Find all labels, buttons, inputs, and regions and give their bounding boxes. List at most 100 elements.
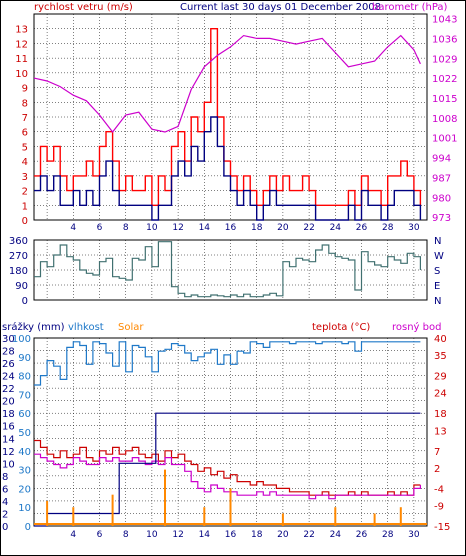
temperature-tick-label: 24: [434, 389, 447, 400]
day-tick-label: 4: [70, 530, 76, 540]
rain-tick-label: 30: [2, 334, 15, 345]
day-tick-label: 4: [70, 223, 76, 233]
wind-speed-tick-label: 4: [22, 157, 28, 168]
rain-tick-label: 2: [2, 509, 8, 520]
rain-axis-title: srážky (mm): [2, 321, 65, 333]
rain-tick-label: 24: [2, 372, 15, 383]
rain-tick-label: 0: [2, 522, 8, 533]
pressure-axis-title: barometr (hPa): [372, 2, 448, 13]
day-tick-label: 24: [330, 223, 342, 233]
pressure-tick-label: 1001: [432, 134, 457, 145]
wind-speed-tick-label: 8: [22, 98, 28, 109]
wind-speed-tick-label: 12: [15, 39, 28, 50]
wind-speed-tick-label: 0: [22, 216, 28, 227]
teplota-line: [34, 439, 421, 496]
temperature-tick-label: 29: [434, 372, 447, 383]
day-tick-label: 22: [303, 530, 314, 540]
day-tick-label: 6: [97, 223, 103, 233]
rychlost-vetru-pr-m-r--line: [34, 116, 422, 221]
temperature-tick-label: 18: [434, 409, 447, 420]
chart-title: Current last 30 days 01 December 2008: [180, 2, 381, 13]
day-tick-label: 28: [382, 223, 394, 233]
humidity-tick-label: 0: [25, 522, 31, 533]
humidity-legend: vlhkost: [68, 322, 104, 333]
humidity-tick-label: 20: [18, 484, 31, 495]
rain-tick-label: 4: [2, 497, 8, 508]
wind-direction-series: [34, 241, 421, 298]
rain-tick-label: 10: [2, 459, 15, 470]
wind-speed-tick-label: 9: [22, 84, 28, 95]
day-tick-label: 14: [199, 223, 211, 233]
day-tick-label: 18: [251, 530, 263, 540]
pressure-tick-label: 1029: [432, 54, 457, 65]
rain-tick-label: 6: [2, 484, 8, 495]
day-tick-label: 16: [225, 223, 237, 233]
wind-speed-tick-label: 6: [22, 128, 28, 139]
temperature-legend: teplota (°C): [312, 322, 370, 333]
rain-tick-label: 20: [2, 397, 15, 408]
temperature-tick-label: 40: [434, 334, 447, 345]
temperature-tick-label: -15: [434, 522, 450, 533]
humidity-ticks: 0 10 20 30 40 50 60 70 80 90 100: [12, 334, 31, 533]
compass-tick-label: E: [434, 281, 440, 292]
humidity-tick-label: 100: [12, 334, 31, 345]
temperature-ticks: -15 -9 -4 2 7 13 18 24 29 35 40: [434, 334, 450, 533]
multi-series: [34, 341, 427, 527]
rain-tick-label: 14: [2, 434, 15, 445]
rain-tick-label: 12: [2, 447, 15, 458]
temperature-tick-label: -9: [434, 501, 444, 512]
pressure-tick-label: 1015: [432, 94, 457, 105]
wind-speed-tick-label: 1: [22, 201, 28, 212]
day-ticks-top: 4 6 8 10 12 14 16 18 20 22 24 26 28 30: [70, 223, 419, 233]
rain-tick-label: 26: [2, 359, 15, 370]
pressure-tick-label: 980: [432, 193, 451, 204]
day-ticks-bottom: 4 6 8 10 12 14 16 18 20 22 24 26 28 30: [70, 530, 419, 540]
pressure-tick-label: 987: [432, 173, 451, 184]
humidity-tick-label: 50: [18, 428, 31, 439]
day-tick-label: 6: [97, 530, 103, 540]
direction-tick-label: 90: [15, 281, 28, 292]
pressure-tick-label: 973: [432, 213, 451, 224]
day-tick-label: 12: [172, 530, 183, 540]
solar-legend: Solar: [118, 322, 144, 333]
rychlost-vetru-n-razy--line: [34, 28, 422, 206]
day-tick-label: 22: [303, 223, 314, 233]
rain-tick-label: 22: [2, 384, 15, 395]
day-tick-label: 18: [251, 223, 263, 233]
rain-tick-label: 16: [2, 422, 15, 433]
pressure-tick-label: 1008: [432, 114, 457, 125]
barometr-line: [33, 34, 421, 133]
day-tick-label: 12: [172, 223, 183, 233]
rosn-bod-line: [34, 453, 421, 500]
humidity-tick-label: 30: [18, 466, 31, 477]
day-tick-label: 28: [382, 530, 394, 540]
day-tick-label: 26: [356, 530, 368, 540]
dewpoint-legend: rosný bod: [392, 321, 441, 333]
wind-speed-tick-label: 10: [15, 69, 28, 80]
sr-ky-line: [34, 412, 421, 527]
wind-pressure-series: [33, 28, 422, 221]
wind-speed-tick-label: 2: [22, 187, 28, 198]
day-tick-label: 8: [123, 223, 129, 233]
wind-speed-tick-label: 7: [22, 113, 28, 124]
rain-tick-label: 18: [2, 409, 15, 420]
direction-tick-label: 270: [9, 251, 28, 262]
direction-tick-label: 360: [9, 236, 28, 247]
compass-tick-label: W: [434, 251, 444, 262]
vlhkost-line: [34, 341, 421, 386]
pressure-tick-label: 1043: [432, 15, 457, 26]
day-tick-label: 20: [277, 223, 289, 233]
compass-tick-label: S: [434, 266, 440, 277]
day-tick-label: 8: [123, 530, 129, 540]
direction-tick-label: 0: [22, 296, 28, 307]
day-tick-label: 10: [146, 223, 158, 233]
temperature-tick-label: 2: [434, 464, 440, 475]
day-tick-label: 20: [277, 530, 289, 540]
humidity-tick-label: 10: [18, 503, 31, 514]
direction-tick-label: 180: [9, 266, 28, 277]
humidity-tick-label: 40: [18, 447, 31, 458]
wind-direction-line: [34, 241, 421, 298]
wind-speed-tick-label: 3: [22, 172, 28, 183]
day-tick-label: 16: [225, 530, 237, 540]
